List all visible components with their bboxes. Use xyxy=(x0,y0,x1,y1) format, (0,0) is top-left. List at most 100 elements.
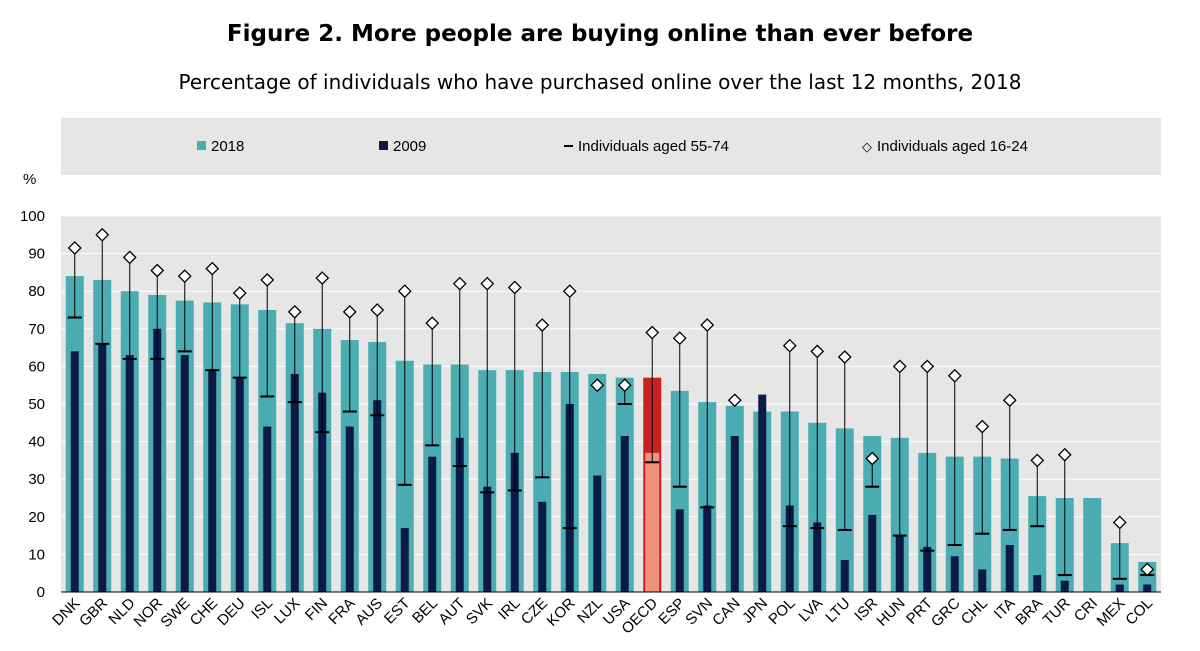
legend-dash-icon xyxy=(564,145,573,147)
x-tick-label: GBR xyxy=(76,595,111,630)
bar-2018 xyxy=(1083,498,1102,592)
y-tick-label: 50 xyxy=(28,396,45,413)
bar-2009 xyxy=(868,514,877,592)
chart-title: Figure 2. More people are buying online … xyxy=(226,21,974,47)
x-tick-label: CHE xyxy=(187,595,221,629)
bar-2009 xyxy=(180,355,189,592)
marker-16-24 xyxy=(1057,447,1072,462)
marker-16-24 xyxy=(1112,515,1127,530)
legend-swatch-2018 xyxy=(197,141,206,150)
bar-2009 xyxy=(208,370,217,592)
x-tick-label: KOR xyxy=(544,595,579,630)
bar-2009 xyxy=(345,426,354,592)
x-tick-label: ISL xyxy=(248,595,276,623)
chart-subtitle: Percentage of individuals who have purch… xyxy=(178,70,1022,94)
x-tick-label: BRA xyxy=(1012,595,1046,629)
bar-2009 xyxy=(593,475,602,592)
marker-16-24 xyxy=(342,304,357,319)
x-tick-label: NZL xyxy=(574,595,606,627)
legend-item-55-74: Individuals aged 55-74 xyxy=(564,138,729,156)
bar-2009 xyxy=(125,355,134,592)
marker-16-24 xyxy=(1002,393,1017,408)
y-tick-label: 60 xyxy=(28,358,45,375)
marker-16-24 xyxy=(782,338,797,353)
x-tick-label: SVK xyxy=(463,595,496,628)
bar-2009 xyxy=(645,452,660,592)
y-tick-label: 40 xyxy=(28,434,45,451)
bar-2009 xyxy=(1060,580,1069,592)
bar-2009 xyxy=(70,351,79,592)
x-tick-label: NLD xyxy=(105,595,138,628)
x-tick-label: AUT xyxy=(435,595,468,628)
y-tick-label: 100 xyxy=(20,208,45,225)
legend-label-55-74: Individuals aged 55-74 xyxy=(578,138,729,155)
bar-2009 xyxy=(400,528,409,592)
marker-16-24 xyxy=(425,316,440,331)
bar-2009 xyxy=(483,486,492,592)
marker-16-24 xyxy=(617,378,632,393)
bar-2009 xyxy=(318,392,327,592)
bar-2009 xyxy=(620,435,629,592)
bar-2009 xyxy=(235,377,244,592)
x-tick-label: AUS xyxy=(352,595,386,629)
marker-16-24 xyxy=(700,318,715,332)
marker-16-24 xyxy=(920,359,935,374)
marker-16-24 xyxy=(727,393,742,408)
marker-16-24 xyxy=(535,318,550,332)
marker-16-24 xyxy=(205,261,220,276)
x-tick-label: FIN xyxy=(302,595,331,624)
x-tick-label: LVA xyxy=(796,595,827,626)
bar-2009 xyxy=(785,505,794,592)
x-tick-label: DNK xyxy=(49,595,83,629)
bar-2018 xyxy=(670,390,689,592)
marker-16-24 xyxy=(150,263,165,278)
legend-swatch-2009 xyxy=(379,141,388,150)
bar-2009 xyxy=(978,569,987,592)
bar-2009 xyxy=(950,556,959,592)
bar-2009 xyxy=(153,328,162,592)
bar-2009 xyxy=(730,435,739,592)
bar-2009 xyxy=(703,505,712,592)
x-tick-label: DEU xyxy=(214,595,248,629)
marker-16-24 xyxy=(370,303,385,317)
marker-16-24 xyxy=(590,378,605,393)
marker-16-24 xyxy=(67,241,82,255)
x-tick-label: CHL xyxy=(958,595,991,628)
bar-2018 xyxy=(533,372,552,592)
marker-16-24 xyxy=(260,273,275,287)
bar-2018 xyxy=(1028,496,1047,592)
bar-2009 xyxy=(758,394,767,592)
bar-2009 xyxy=(1033,575,1042,592)
y-tick-label: 70 xyxy=(28,321,45,338)
y-tick-label: 30 xyxy=(28,471,45,488)
x-tick-label: SWE xyxy=(157,595,193,631)
bar-2009 xyxy=(840,560,849,592)
x-tick-label: FRA xyxy=(325,595,358,628)
x-tick-label: HUN xyxy=(874,595,909,630)
y-axis-unit-label: % xyxy=(23,171,37,188)
x-tick-label: NOR xyxy=(130,595,166,631)
x-tick-label: LTU xyxy=(822,595,853,626)
legend-item-16-24: ◇ Individuals aged 16-24 xyxy=(862,138,1028,156)
marker-16-24 xyxy=(562,284,577,299)
marker-16-24 xyxy=(315,271,330,285)
marker-16-24 xyxy=(177,269,192,284)
marker-16-24 xyxy=(810,344,825,359)
marker-16-24 xyxy=(1140,562,1155,577)
marker-16-24 xyxy=(865,451,880,466)
x-tick-label: GRC xyxy=(928,595,964,631)
x-tick-label: EST xyxy=(381,595,414,628)
marker-16-24 xyxy=(1030,453,1045,468)
marker-16-24 xyxy=(947,368,962,383)
bar-2009 xyxy=(428,456,437,592)
legend-item-2009: 2009 xyxy=(379,138,426,156)
legend-item-2018: 2018 xyxy=(197,138,244,156)
bar-2009 xyxy=(290,373,299,592)
x-tick-label: BEL xyxy=(409,595,441,627)
marker-16-24 xyxy=(452,276,467,291)
x-tick-label: ESP xyxy=(655,595,688,628)
y-tick-label: 80 xyxy=(28,283,45,300)
marker-16-24 xyxy=(645,325,660,340)
x-tick-label: CAN xyxy=(709,595,743,629)
